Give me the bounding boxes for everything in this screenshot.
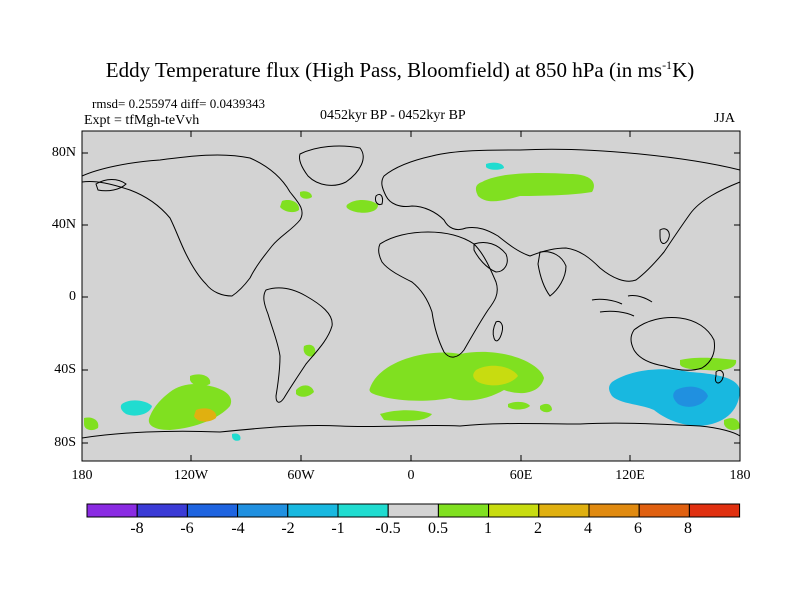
anomaly-positive-south-indian [508,401,530,410]
colorbar-label: 2 [534,520,542,537]
lat-label-40s: 40S [54,362,76,377]
colorbar-label: -1 [331,520,345,537]
coast-india [537,251,567,297]
anomaly-positive-indian [540,403,552,413]
colorbar-label: 8 [684,520,692,537]
colorbar-label: 0.5 [428,520,448,537]
coastlines [81,145,741,439]
coast-indonesia [591,295,653,317]
colorbar-label: -2 [281,520,295,537]
lat-label-40n: 40N [51,217,76,232]
coast-alaska [95,179,127,192]
coast-north-america [81,154,303,297]
anomaly-positive-australia [680,357,737,371]
anomaly-positive-south-atlantic [369,351,544,401]
lat-label-0: 0 [69,289,76,304]
coast-arabia [473,241,508,273]
anomaly-positive-argentina [303,344,316,357]
anomaly-negative-tasman [673,386,708,407]
coast-japan [659,228,670,244]
coast-greenland [299,145,364,186]
coast-south-america [263,287,333,403]
anomaly-high-south-atlantic [473,365,518,386]
coast-antarctica [81,422,741,439]
colorbar-swatch [688,503,741,518]
coast-new-zealand [715,369,724,384]
anomaly-negative-west-pacific [120,400,152,416]
anomaly-positive-europe [346,199,378,213]
colorbar-swatch [538,503,590,518]
coast-australia [630,317,715,371]
period-label: 0452kyr BP - 0452kyr BP [320,108,466,123]
lat-label-80s: 80S [54,435,76,450]
colorbar-label: -8 [130,520,144,537]
lon-label-120e: 120E [615,468,645,483]
anomaly-positive-dateline [84,417,99,431]
coast-uk [375,193,383,205]
anomaly-positive-canada [280,200,300,213]
lon-label-60e: 60E [509,468,533,483]
anomaly-high-pacific-south [194,408,217,422]
colorbar-label: 1 [484,520,492,537]
anomaly-negative-arctic [486,162,504,170]
colorbar-label: -4 [231,520,245,537]
colorbar-swatch [387,503,439,518]
lon-label-180w: 180 [71,468,93,483]
colorbar-label: -6 [180,520,194,537]
lon-label-0: 0 [407,468,415,483]
colorbar-swatch [337,503,389,518]
anomaly-positive-patagonia [296,385,314,397]
colorbar-swatch [638,503,690,518]
anomaly-negative-antarctic [232,433,241,441]
anomaly-positive-siberia [475,172,594,202]
anomaly-positive-hudson [300,191,312,199]
colorbar-label: 6 [634,520,642,537]
colorbar-swatch [186,503,239,518]
season-label: JJA [714,111,736,126]
lon-ticks [190,131,631,461]
colorbar [86,503,741,518]
colorbar-label: 4 [584,520,592,537]
stats-text: rmsd= 0.255974 diff= 0.0439343 [92,96,265,111]
coast-madagascar [492,321,503,342]
colorbar-swatch [237,503,289,518]
anomaly-fills [84,162,740,441]
lat-label-80n: 80N [51,145,76,160]
lon-label-180e: 180 [729,468,751,483]
anomaly-positive-weddell [380,410,432,422]
colorbar-label: -0.5 [375,520,401,537]
colorbar-swatch [488,503,540,518]
lat-ticks [82,152,740,444]
colorbar-swatch [437,503,490,518]
map-title: Eddy Temperature flux (High Pass, Bloomf… [105,58,695,82]
colorbar-swatch [136,503,188,518]
colorbar-swatch [86,503,138,518]
coast-africa [378,231,498,358]
experiment-label: Expt = tfMgh-teVvh [84,113,200,128]
colorbar-swatch [588,503,640,518]
anomaly-positive-east-edge [724,418,740,431]
anomaly-positive-pacific-east [190,374,211,387]
colorbar-swatch [287,503,339,518]
lon-label-60w: 60W [287,468,315,483]
lon-label-120w: 120W [173,468,209,483]
coast-eurasia [381,148,741,282]
